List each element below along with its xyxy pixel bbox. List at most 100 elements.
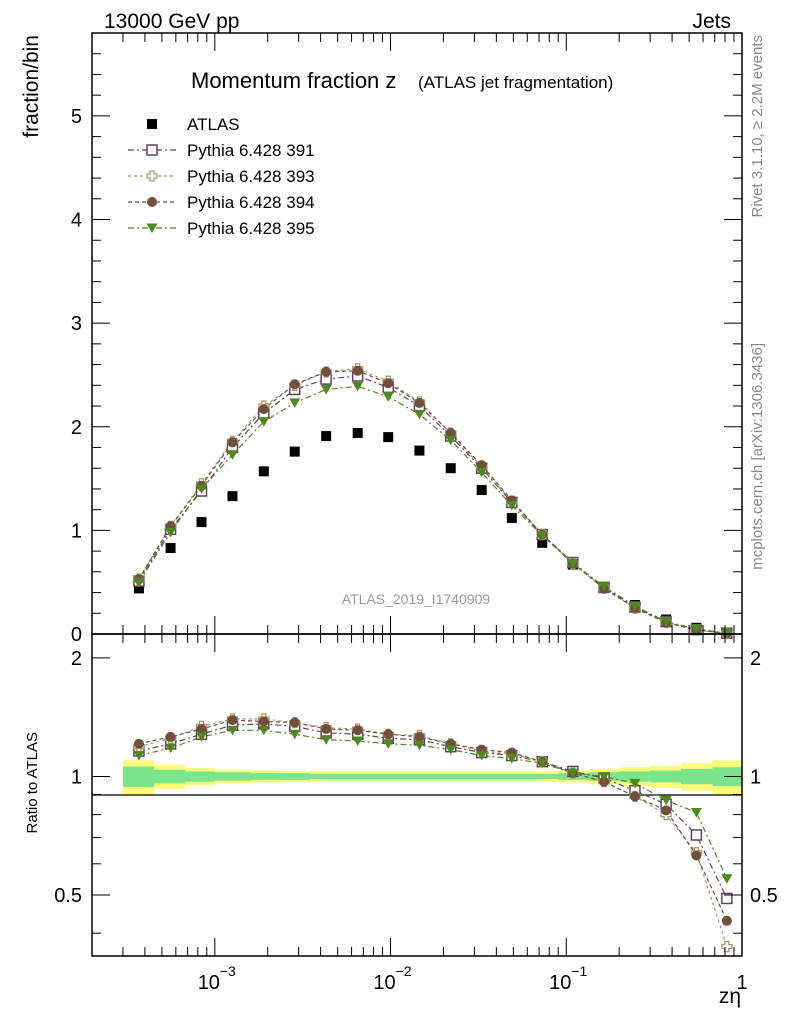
ratio-tick-label-right: 0.5 xyxy=(750,885,778,907)
ratio-point-s2-19 xyxy=(721,940,733,953)
ratio-tick-label-left: 1 xyxy=(71,766,82,788)
data-point-s4-18 xyxy=(690,624,702,634)
ratio-point-s4-6 xyxy=(320,735,332,745)
x-axis-label: zη xyxy=(719,985,741,1008)
legend-label-2: Pythia 6.428 393 xyxy=(187,167,315,186)
mcplots-label: mcplots.cern.ch [arXiv:1306.3436] xyxy=(749,343,766,570)
ratio-point-s4-11 xyxy=(476,751,488,761)
data-point-s0-9 xyxy=(414,445,425,456)
legend-marker-0 xyxy=(147,119,157,129)
ratio-band-layer xyxy=(122,760,742,795)
ratio-point-s1-18 xyxy=(690,829,703,841)
ratio-tick-label-right: 2 xyxy=(750,648,761,670)
y-tick-label: 3 xyxy=(71,313,82,335)
data-point-s4-2 xyxy=(196,484,208,494)
y-tick-label: 5 xyxy=(71,106,82,128)
legend-label-0: ATLAS xyxy=(187,115,240,134)
header-left: 13000 GeV pp xyxy=(104,10,239,33)
y-tick-label: 4 xyxy=(71,210,82,232)
ratio-point-s3-19 xyxy=(721,915,732,926)
ratio-point-s4-19 xyxy=(721,874,733,884)
header-right: Jets xyxy=(692,10,731,33)
x-tick-labels: 10−310−210−11 xyxy=(198,963,748,994)
main-y-tick-labels: 0 1 2 3 4 5 xyxy=(71,106,82,646)
series-line-4 xyxy=(138,385,727,634)
ratio-tick-label-right: 1 xyxy=(750,766,761,788)
ratio-ticks xyxy=(91,634,743,956)
data-point-s0-11 xyxy=(476,484,487,495)
ratio-point-s3-2 xyxy=(196,723,207,734)
ratio-point-s4-5 xyxy=(289,729,301,740)
main-series-markers xyxy=(133,363,733,640)
x-tick-label: 10 xyxy=(373,972,395,994)
data-point-s0-13 xyxy=(537,537,548,548)
ratio-point-s3-15 xyxy=(599,776,610,787)
data-point-s4-11 xyxy=(476,467,488,478)
data-point-s4-8 xyxy=(382,392,394,402)
ratio-point-s3-7 xyxy=(352,725,363,736)
main-panel: 0 1 2 3 4 5 Momentum fraction z (ATLAS jet fr… xyxy=(71,32,743,646)
ratio-series-lines xyxy=(138,718,728,947)
x-tick-label: 1 xyxy=(736,972,747,994)
ratio-tick-label-left: 0.5 xyxy=(54,885,82,907)
data-point-s4-0 xyxy=(133,577,145,588)
ratio-point-s3-8 xyxy=(383,729,394,740)
data-point-s4-7 xyxy=(352,381,364,392)
plot-title-main: Momentum fraction z xyxy=(191,68,396,93)
data-point-s4-10 xyxy=(445,435,457,446)
ratio-point-s4-17 xyxy=(660,795,672,806)
x-tick-label: 10 xyxy=(198,972,220,994)
ratio-point-s3-3 xyxy=(227,715,238,726)
ratio-point-s3-1 xyxy=(165,731,176,742)
data-point-s3-11 xyxy=(476,460,487,471)
data-point-s3-5 xyxy=(289,379,300,390)
ratio-frame xyxy=(91,633,743,957)
x-tick-label: 10 xyxy=(549,972,571,994)
y-tick-label: 2 xyxy=(71,417,82,439)
ratio-panel: 0.5 0.51 12 2 10−310−210−11 xyxy=(54,633,778,994)
plot-title-sub: (ATLAS jet fragmentation) xyxy=(418,73,613,92)
data-point-s3-8 xyxy=(383,378,394,389)
main-ticks xyxy=(91,32,743,635)
legend-marker-4 xyxy=(146,223,158,233)
legend-marker-1 xyxy=(146,144,158,156)
data-point-s0-1 xyxy=(165,542,176,553)
ratio-point-s4-7 xyxy=(352,736,364,747)
data-point-s0-4 xyxy=(258,466,269,477)
legend-marker-2 xyxy=(146,170,158,182)
y-axis-label: fraction/bin xyxy=(20,35,43,138)
data-point-s0-5 xyxy=(289,446,300,457)
ratio-point-s3-0 xyxy=(133,738,144,749)
data-point-s4-1 xyxy=(165,527,177,538)
data-point-s3-3 xyxy=(227,437,238,448)
data-point-s0-10 xyxy=(445,463,456,474)
data-point-s4-6 xyxy=(320,384,332,395)
data-point-s4-14 xyxy=(567,559,579,569)
ratio-point-s4-0 xyxy=(133,751,145,761)
data-point-s3-6 xyxy=(321,366,332,377)
legend-marker-3 xyxy=(147,197,157,207)
data-point-s0-6 xyxy=(321,431,332,442)
ratio-point-s4-14 xyxy=(567,768,579,779)
data-point-s4-16 xyxy=(629,601,641,612)
ratio-point-s1-19 xyxy=(721,892,733,905)
x-tick-label-exponent: −2 xyxy=(396,963,412,979)
legend: ATLAS Pythia 6.428 391 Pythia 6.428 393 Pyt… xyxy=(128,115,315,238)
data-point-s0-12 xyxy=(506,512,517,523)
ratio-point-s3-16 xyxy=(629,791,640,802)
legend-label-3: Pythia 6.428 394 xyxy=(187,193,315,212)
ratio-point-s4-16 xyxy=(629,778,641,789)
ratio-point-s4-2 xyxy=(196,732,208,742)
ratio-point-s4-4 xyxy=(258,725,270,736)
data-point-s0-3 xyxy=(227,491,238,502)
ratio-point-s3-18 xyxy=(691,850,702,861)
ratio-point-s3-17 xyxy=(661,805,672,816)
legend-label-1: Pythia 6.428 391 xyxy=(187,141,315,160)
x-tick-label-exponent: −1 xyxy=(571,963,587,979)
data-point-s4-13 xyxy=(536,531,548,541)
data-point-s0-0 xyxy=(133,583,144,594)
ratio-point-s4-3 xyxy=(226,725,238,736)
rivet-label: Rivet 3.1.10, ≥ 2.2M events xyxy=(749,35,766,218)
ratio-point-s4-12 xyxy=(506,754,518,764)
